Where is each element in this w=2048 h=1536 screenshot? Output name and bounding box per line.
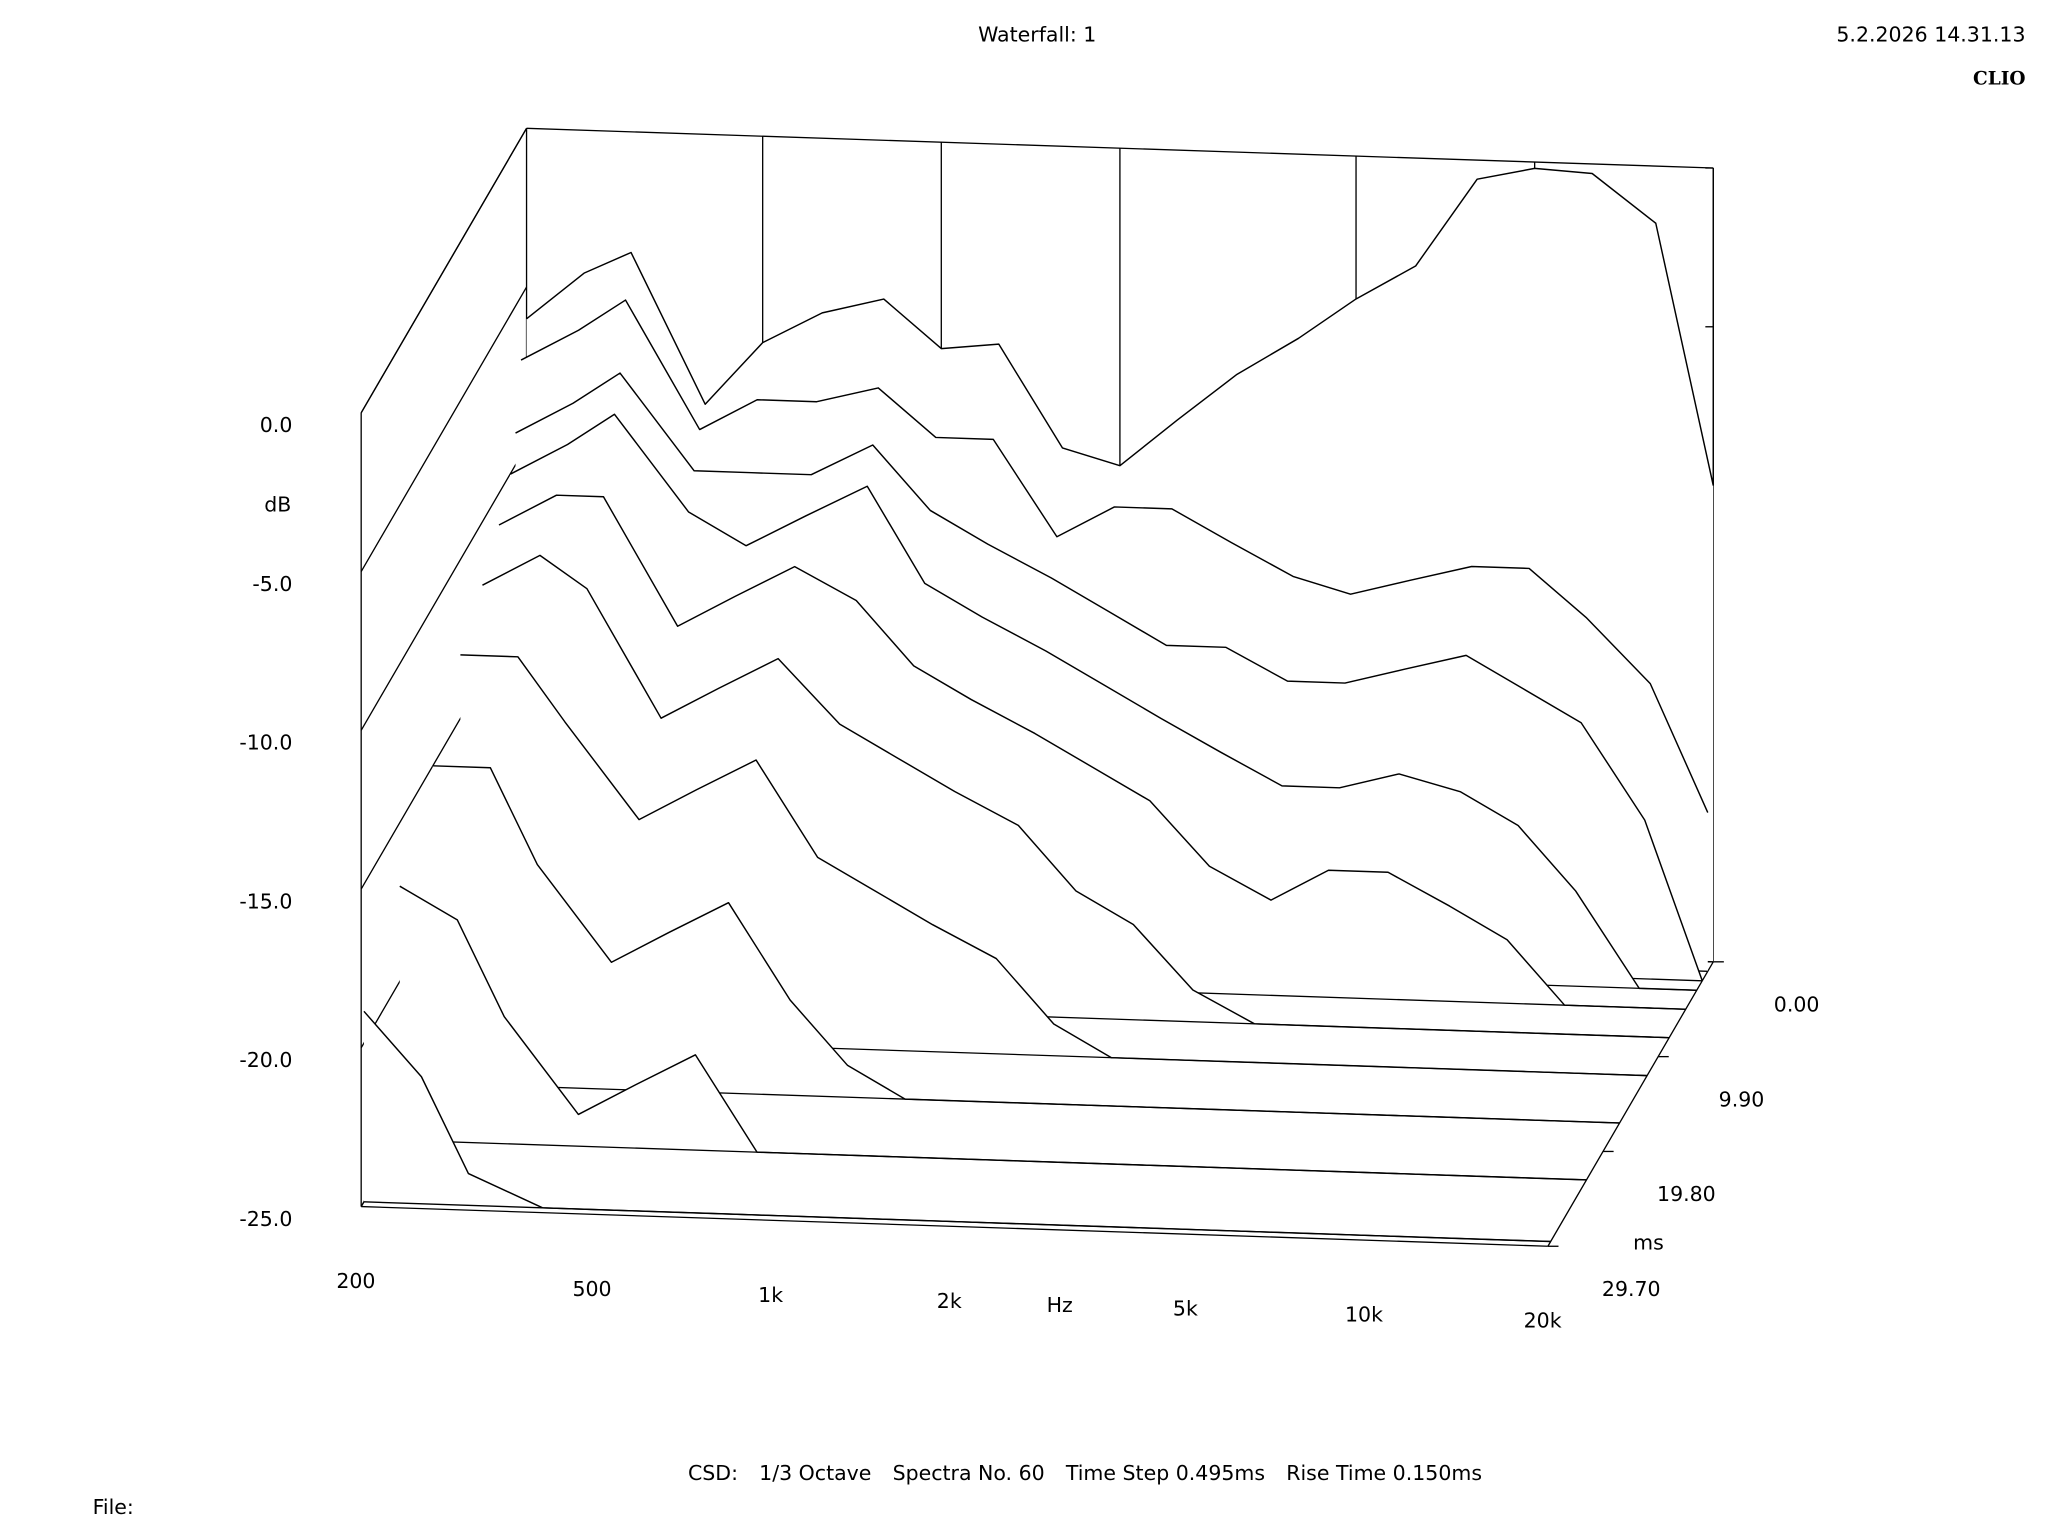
z-axis-label: ms bbox=[1633, 1231, 1664, 1255]
y-tick-label: -10.0 bbox=[239, 731, 292, 755]
z-tick-label: 9.90 bbox=[1719, 1087, 1765, 1111]
x-tick-label: 5k bbox=[1173, 1297, 1198, 1321]
x-axis-label: Hz bbox=[1047, 1293, 1073, 1317]
y-tick-label: 0.0 bbox=[260, 413, 293, 437]
spectrum-line bbox=[399, 885, 1587, 1181]
y-tick-label: -15.0 bbox=[239, 889, 292, 913]
footer-text: CSD: bbox=[688, 1461, 738, 1485]
z-tick-label: 29.70 bbox=[1602, 1277, 1661, 1301]
x-tick-label: 20k bbox=[1524, 1309, 1562, 1333]
y-tick-label: -5.0 bbox=[252, 572, 292, 596]
spectrum-line bbox=[482, 554, 1670, 1039]
spectrum-line bbox=[363, 1010, 1551, 1243]
spectrum-line bbox=[520, 299, 1709, 813]
y-tick-label: -20.0 bbox=[239, 1048, 292, 1072]
y-axis-label: dB bbox=[264, 492, 291, 516]
spectrum-line bbox=[526, 167, 1714, 486]
grid-line bbox=[360, 127, 528, 414]
grid-line bbox=[360, 286, 528, 572]
occluder bbox=[399, 886, 1587, 1180]
timestamp: 5.2.2026 14.31.13 bbox=[1836, 23, 2025, 47]
x-tick-label: 2k bbox=[937, 1289, 962, 1313]
file-label: File: bbox=[93, 1495, 134, 1519]
z-tick-label: 0.00 bbox=[1774, 992, 1820, 1016]
grid-line bbox=[360, 445, 528, 731]
brand: CLIO bbox=[1973, 68, 2026, 89]
occluder bbox=[432, 765, 1620, 1124]
axis-line bbox=[361, 1205, 1548, 1247]
chart-title: Waterfall: 1 bbox=[978, 23, 1096, 47]
footer-text: Rise Time 0.150ms bbox=[1286, 1461, 1482, 1485]
y-tick-label: -25.0 bbox=[239, 1207, 292, 1231]
spectrum-line bbox=[515, 372, 1703, 982]
footer-text: 1/3 Octave bbox=[759, 1461, 871, 1485]
x-tick-label: 500 bbox=[572, 1277, 611, 1301]
x-tick-label: 10k bbox=[1345, 1303, 1383, 1327]
spectrum-line bbox=[509, 413, 1697, 991]
spectrum-line bbox=[460, 654, 1648, 1077]
z-tick-label: 19.80 bbox=[1657, 1182, 1716, 1206]
spectrum-line bbox=[498, 494, 1686, 1010]
x-tick-label: 1k bbox=[758, 1283, 783, 1307]
footer-text: Time Step 0.495ms bbox=[1065, 1461, 1265, 1485]
axis-line bbox=[526, 127, 1714, 169]
x-tick-label: 200 bbox=[336, 1269, 375, 1293]
spectrum-line bbox=[432, 765, 1620, 1124]
footer-text: Spectra No. 60 bbox=[893, 1461, 1045, 1485]
axis-line bbox=[1547, 961, 1714, 1247]
